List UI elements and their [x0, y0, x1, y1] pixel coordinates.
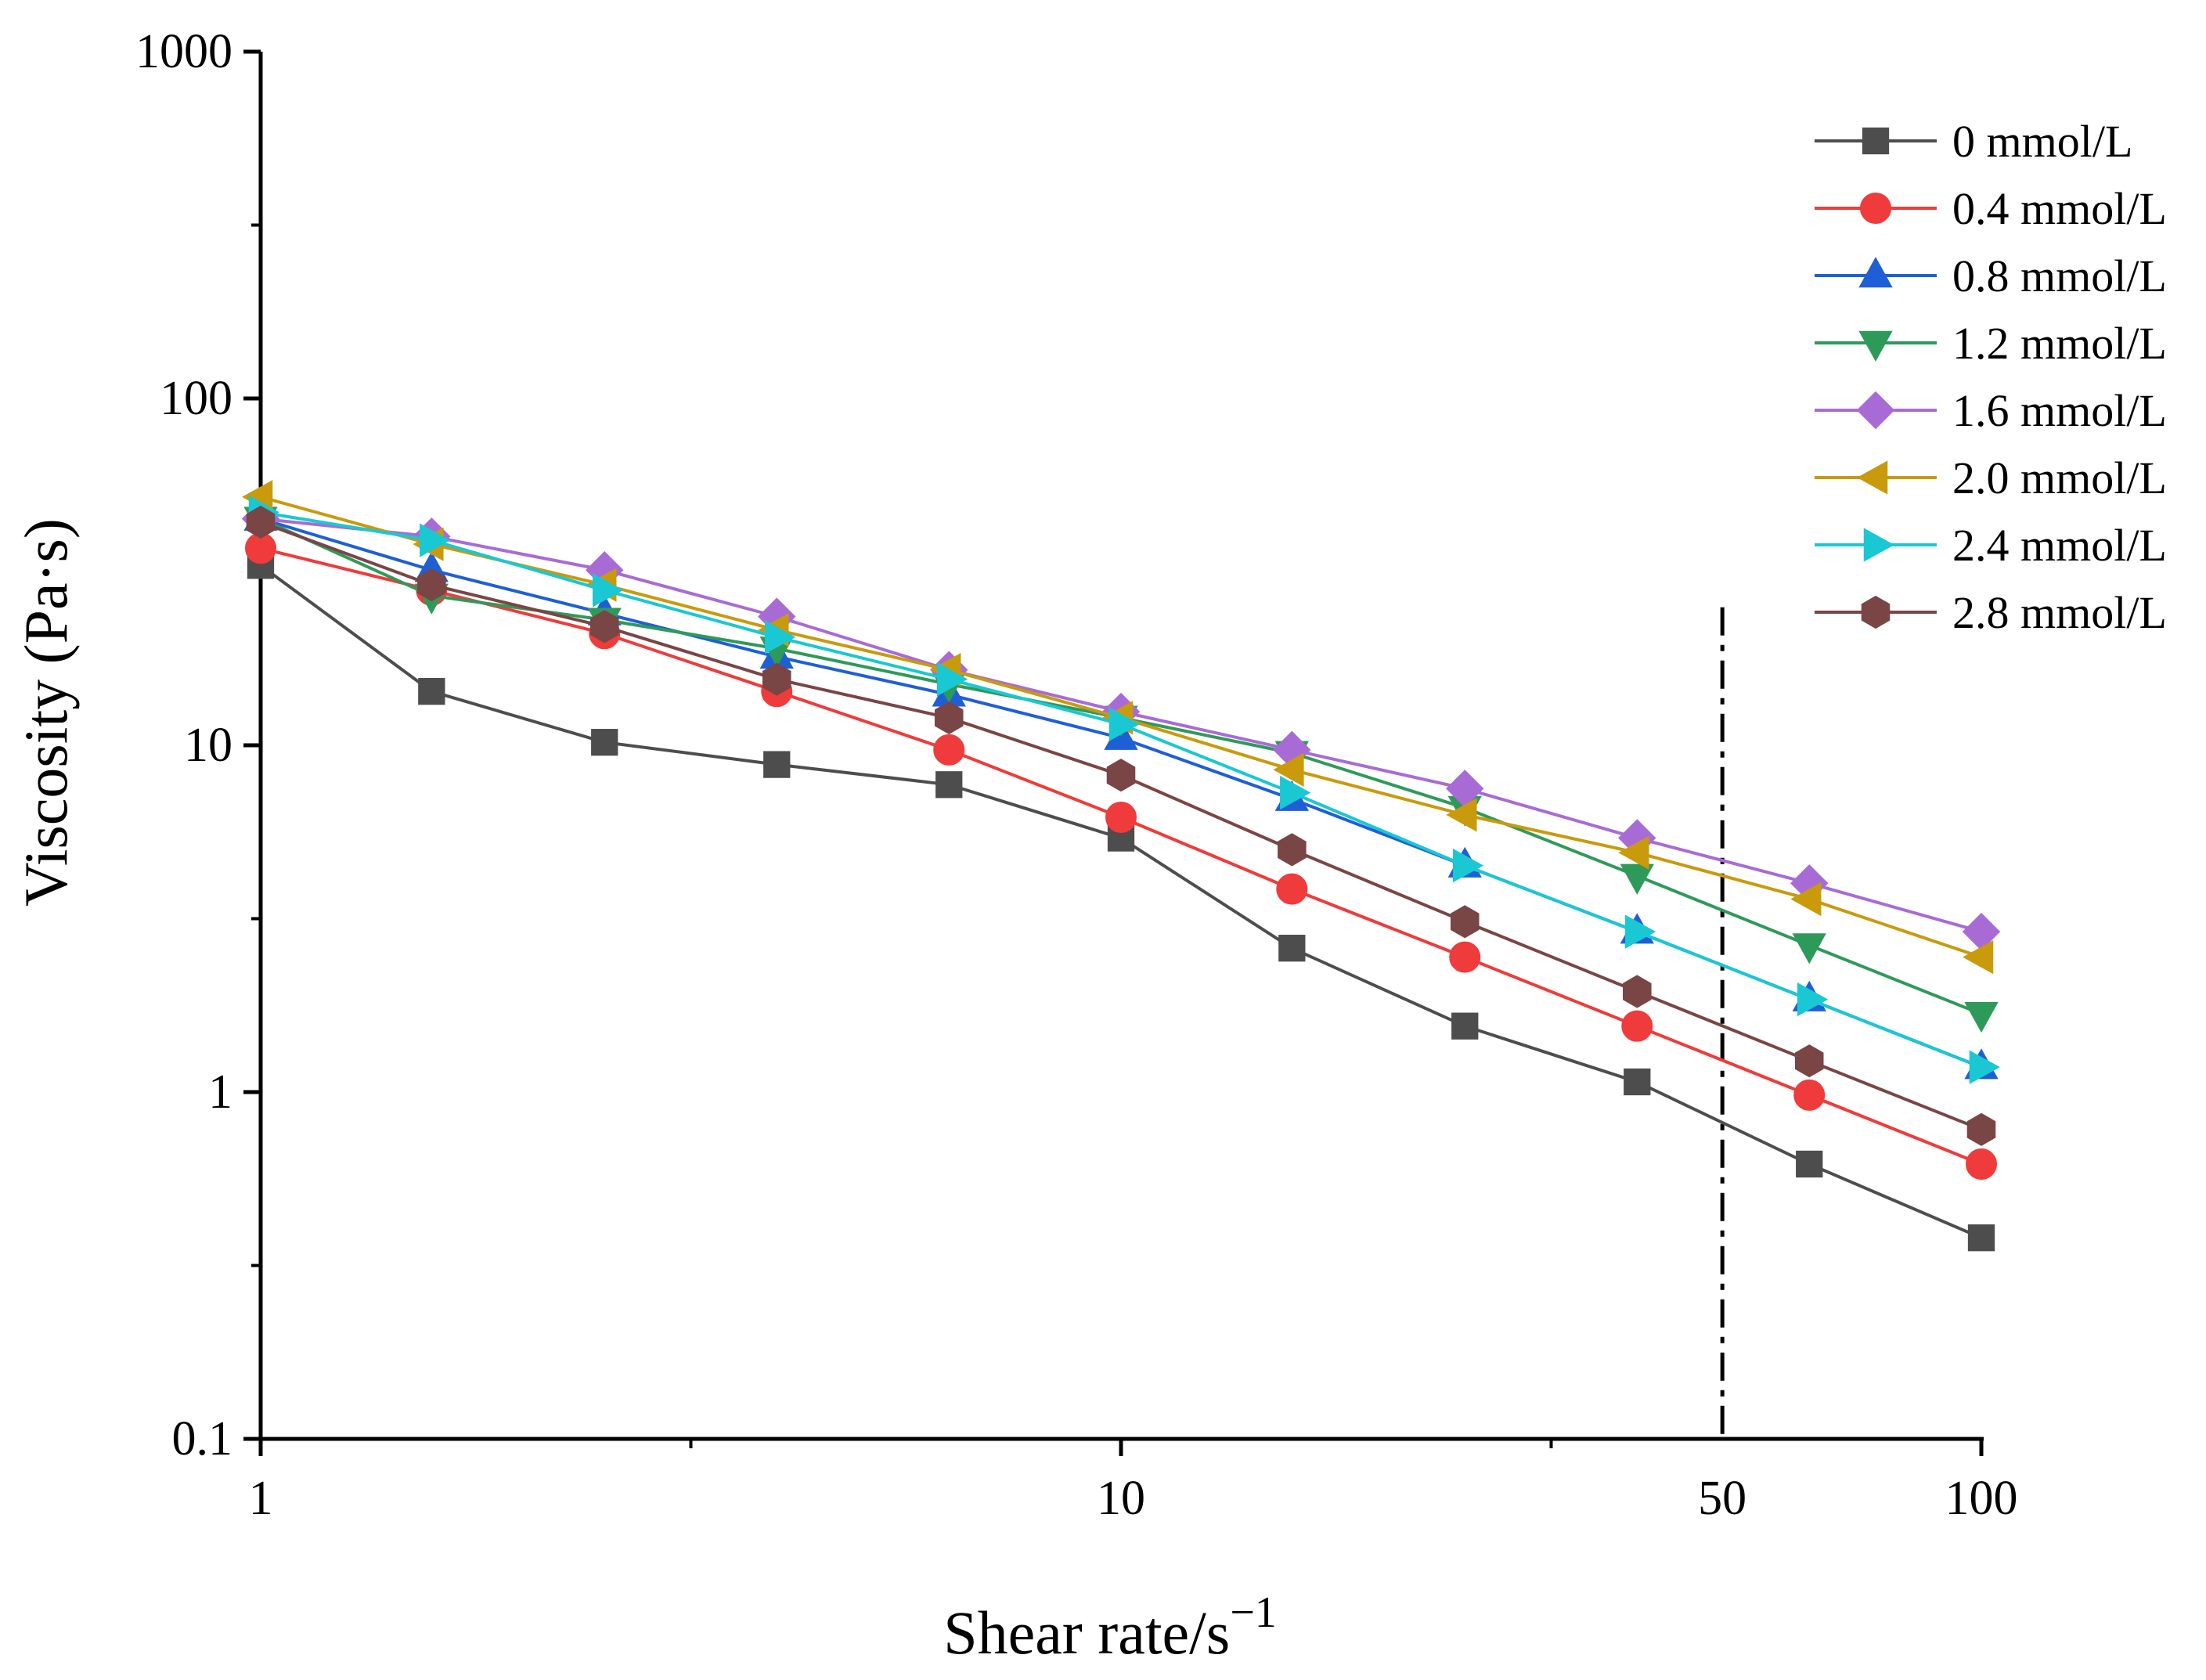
legend-marker: [1858, 257, 1893, 288]
legend-label: 2.0 mmol/L: [1952, 452, 2167, 503]
legend-marker: [1863, 528, 1894, 562]
y-tick-label: 10: [184, 719, 232, 772]
data-point: [1967, 1224, 1995, 1252]
data-point: [765, 620, 796, 654]
series-layer: [241, 480, 2001, 1252]
data-point: [417, 568, 446, 602]
legend-label: 2.8 mmol/L: [1952, 587, 2167, 638]
data-point: [1620, 863, 1654, 895]
data-point: [1963, 939, 1994, 975]
series-1: [245, 532, 1997, 1180]
y-axis-title: Viscosity (Pa·s): [12, 518, 80, 907]
data-point: [1450, 905, 1480, 939]
legend-marker: [1858, 330, 1893, 362]
y-tick-label: 100: [160, 372, 232, 425]
legend: 0 mmol/L 0.4 mmol/L 0.8 mmol/L 1.2 mmol/L 1.…: [1815, 116, 2167, 638]
legend-item: 2.4 mmol/L: [1815, 520, 2167, 571]
legend-item: 1.6 mmol/L: [1815, 385, 2167, 436]
data-point: [246, 505, 276, 539]
data-point: [1624, 1068, 1651, 1096]
legend-item: 0.4 mmol/L: [1815, 183, 2167, 234]
data-point: [1105, 801, 1137, 833]
series-7: [246, 505, 1996, 1146]
data-point: [1964, 1001, 1999, 1033]
legend-marker: [1860, 193, 1891, 224]
data-point: [591, 729, 618, 756]
data-point: [1280, 775, 1311, 810]
y-tick-label: 1000: [135, 25, 232, 78]
data-point: [1794, 1044, 1824, 1078]
data-point: [762, 662, 791, 696]
x-axis-title-text: Shear rate/s: [943, 1599, 1230, 1667]
legend-marker: [1861, 595, 1891, 629]
data-point: [592, 573, 624, 607]
legend-label: 0.4 mmol/L: [1952, 183, 2167, 234]
plot-area: 0.1 1 10 100 1000 1 10 50 100: [135, 25, 2018, 1525]
x-tick-label: 100: [1945, 1472, 2018, 1525]
data-point: [1278, 833, 1307, 867]
data-point: [1106, 759, 1136, 792]
data-point: [1793, 1079, 1826, 1111]
data-point: [589, 610, 619, 644]
data-point: [1797, 982, 1829, 1017]
x-ticks: 1 10 50 100: [249, 1439, 2018, 1525]
data-point: [1276, 873, 1308, 905]
legend-label: 0 mmol/L: [1952, 116, 2132, 167]
data-point: [1278, 935, 1306, 962]
legend-label: 2.4 mmol/L: [1952, 520, 2167, 571]
legend-marker: [1862, 127, 1890, 155]
data-point: [1108, 707, 1140, 741]
y-tick-label: 0.1: [172, 1412, 233, 1465]
data-point: [420, 523, 451, 557]
data-point: [1451, 1012, 1479, 1040]
data-point: [1966, 1112, 1996, 1146]
legend-label: 1.2 mmol/L: [1952, 318, 2167, 369]
data-point: [1621, 1010, 1653, 1042]
series-6: [248, 495, 2000, 1084]
data-point: [1273, 752, 1304, 787]
data-point: [1969, 1050, 2000, 1084]
data-point: [763, 751, 791, 778]
series-0: [247, 552, 1995, 1252]
data-point: [936, 662, 968, 697]
legend-marker: [1856, 391, 1895, 430]
legend-label: 1.6 mmol/L: [1952, 385, 2167, 436]
data-point: [1962, 912, 2001, 951]
legend-item: 2.0 mmol/L: [1815, 452, 2167, 503]
y-ticks: 0.1 1 10 100 1000: [135, 25, 261, 1465]
legend-item: 0.8 mmol/L: [1815, 251, 2167, 301]
data-point: [1625, 914, 1656, 949]
legend-label: 0.8 mmol/L: [1952, 251, 2167, 301]
x-axis-title: Shear rate/s−1: [943, 1588, 1277, 1667]
data-point: [418, 678, 445, 705]
data-point: [1452, 848, 1484, 883]
data-point: [934, 701, 964, 735]
data-point: [1449, 941, 1481, 973]
data-point: [935, 771, 963, 799]
legend-item: 2.8 mmol/L: [1815, 587, 2167, 638]
data-point: [1446, 798, 1477, 832]
legend-item: 1.2 mmol/L: [1815, 318, 2167, 369]
x-axis-title-superscript: −1: [1230, 1588, 1277, 1637]
data-point: [1618, 835, 1649, 870]
x-tick-label: 10: [1097, 1472, 1145, 1525]
x-tick-label: 1: [249, 1472, 273, 1525]
data-point: [1790, 881, 1822, 917]
y-tick-label: 1: [208, 1065, 232, 1119]
data-point: [933, 734, 965, 766]
data-point: [1792, 933, 1826, 964]
data-point: [1796, 1150, 1823, 1178]
data-point: [1966, 1148, 1997, 1180]
data-point: [1622, 975, 1652, 1008]
legend-item: 0 mmol/L: [1815, 116, 2132, 167]
legend-marker: [1857, 460, 1888, 495]
x-tick-label: 50: [1698, 1472, 1746, 1525]
